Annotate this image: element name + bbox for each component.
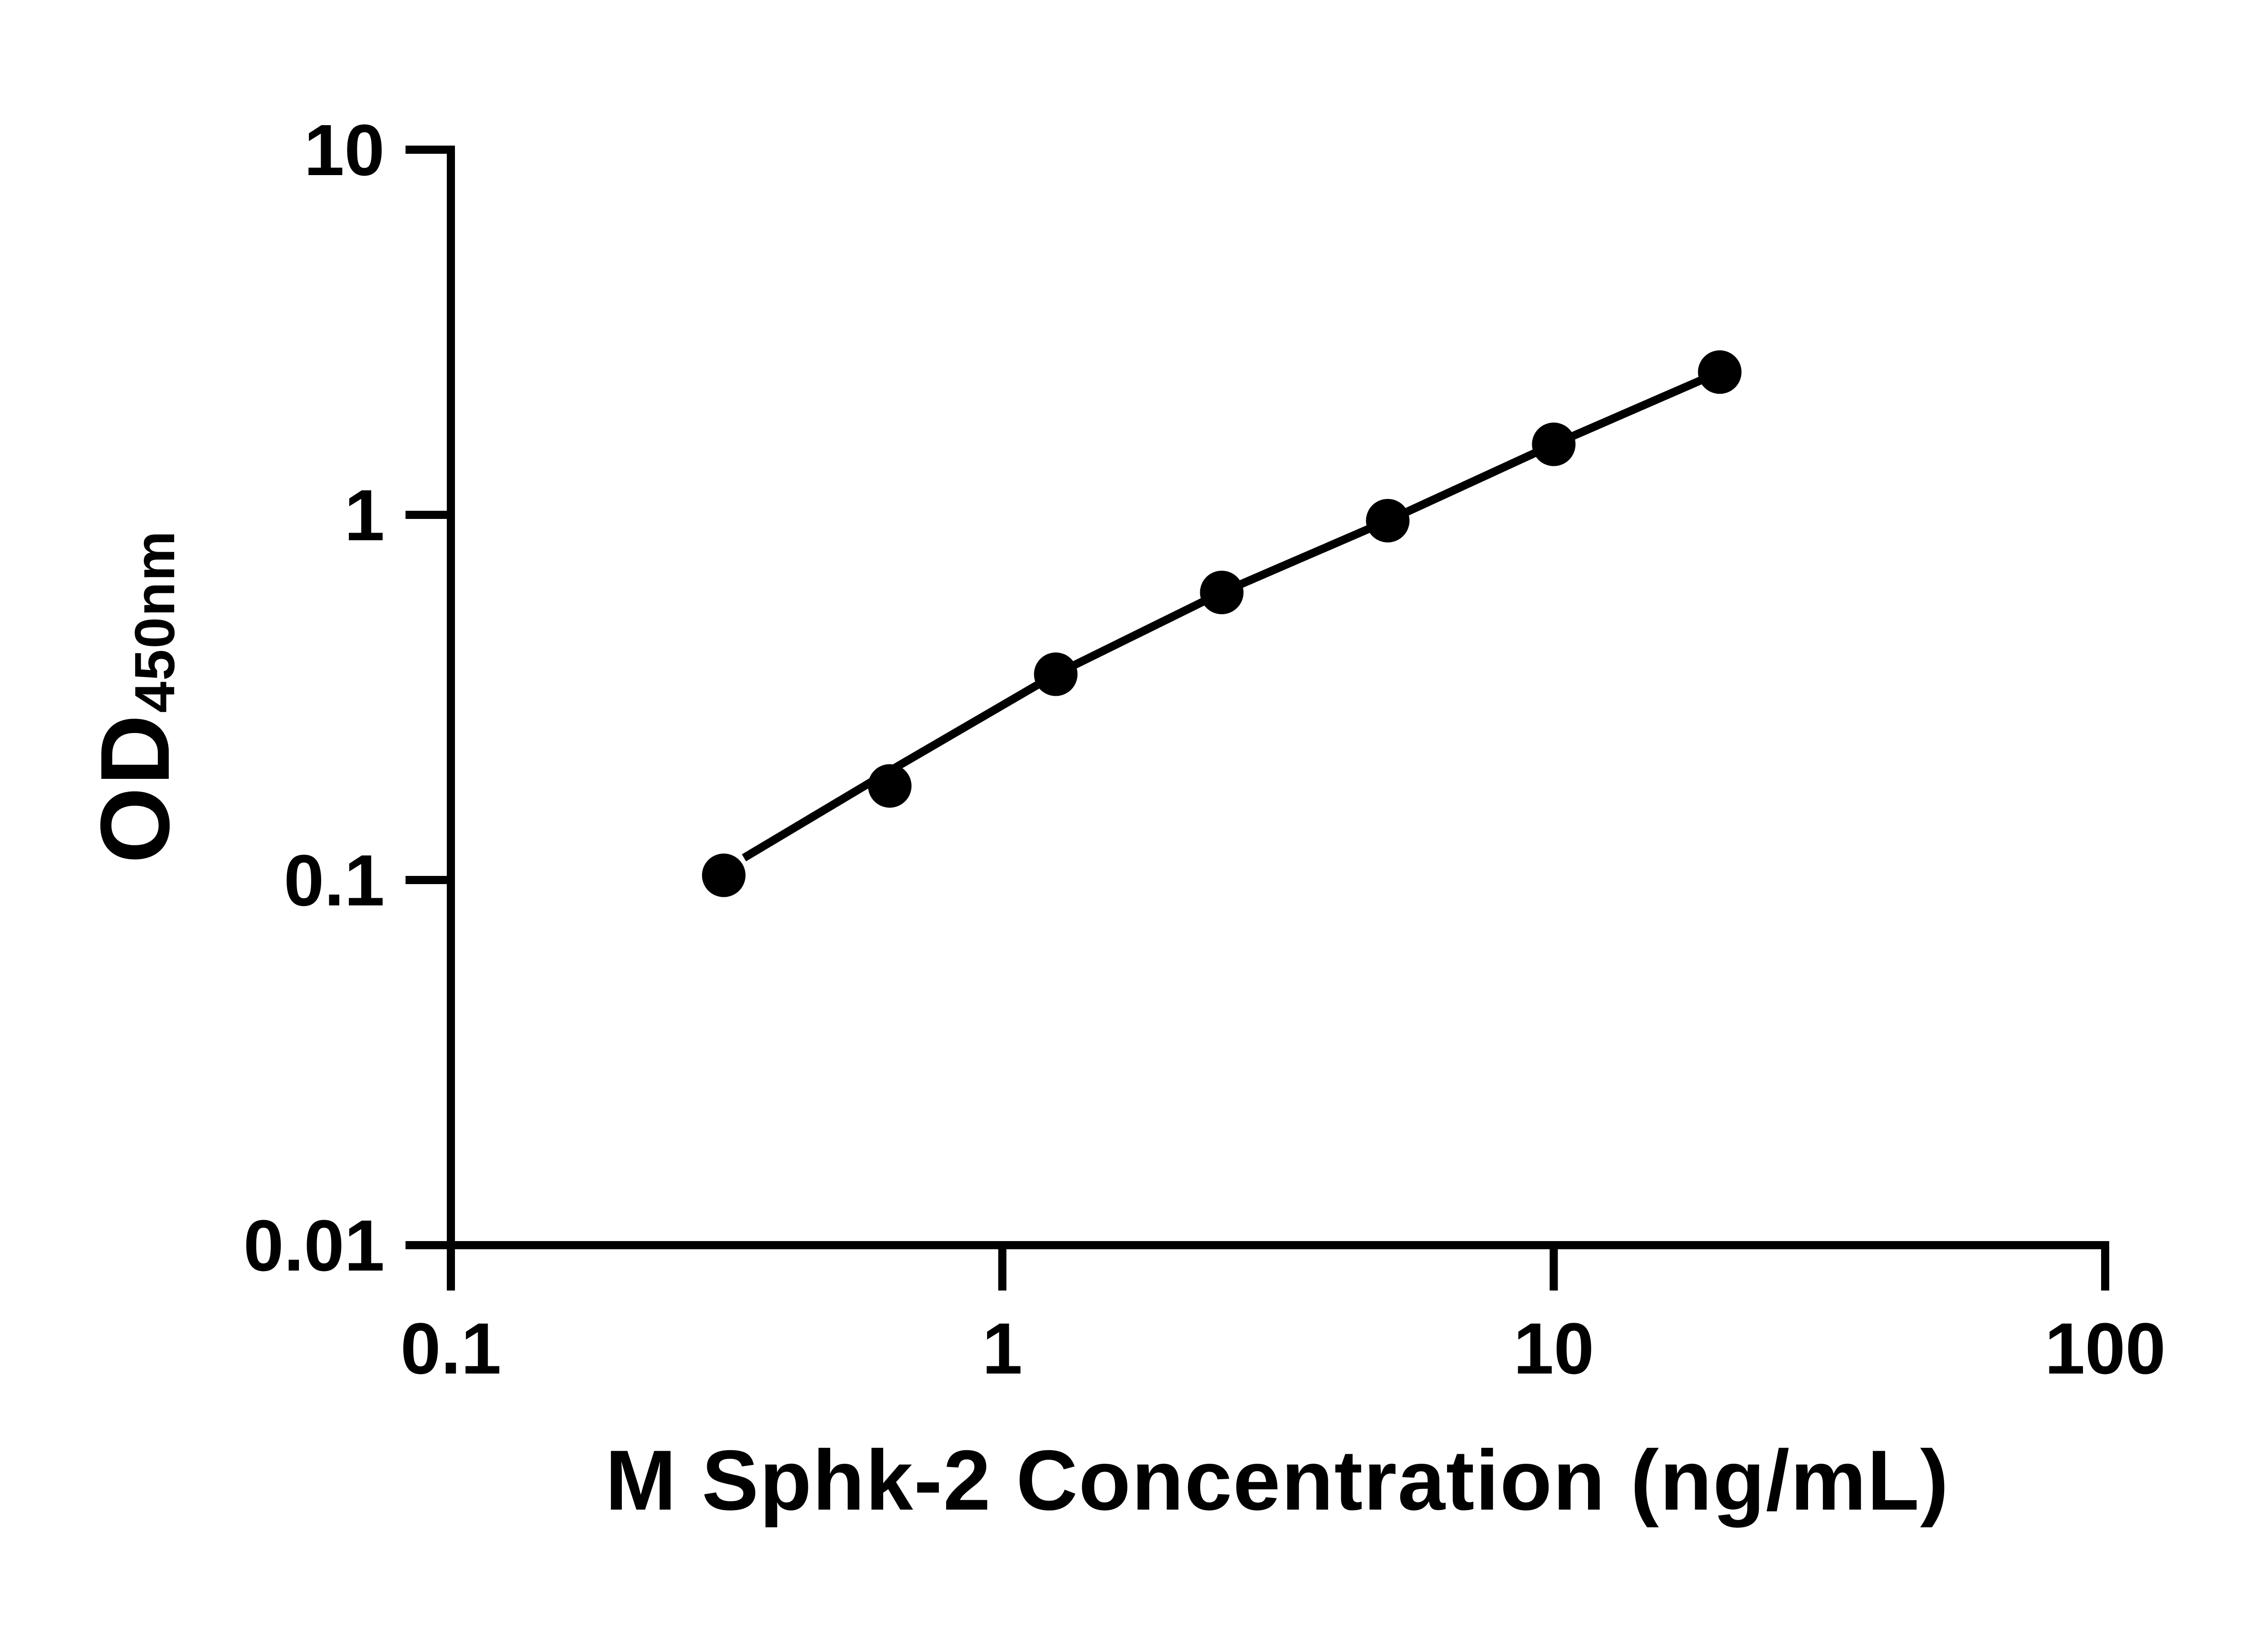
data-point	[1698, 350, 1742, 394]
data-point	[1532, 422, 1576, 466]
data-point	[1200, 571, 1244, 615]
x-tick-label: 1	[982, 1308, 1022, 1389]
x-axis-title: M Sphk-2 Concentration (ng/mL)	[605, 1432, 1950, 1528]
y-axis-title-sub: 450nm	[123, 530, 187, 713]
x-tick-label: 100	[2045, 1308, 2166, 1389]
x-tick-label: 0.1	[401, 1308, 501, 1389]
y-tick-label: 0.01	[244, 1205, 385, 1286]
data-point	[1034, 652, 1078, 696]
axis-lines	[447, 146, 2109, 1249]
data-point	[702, 853, 746, 897]
y-axis-title: OD450nm	[82, 530, 191, 864]
y-axis-title-main: OD	[82, 713, 191, 864]
data-point	[868, 764, 912, 808]
x-tick-label: 10	[1513, 1308, 1594, 1389]
y-tick-label: 1	[344, 474, 385, 556]
y-tick-label: 0.1	[284, 840, 385, 921]
y-tick-label: 10	[304, 109, 385, 191]
data-point	[1366, 499, 1410, 543]
